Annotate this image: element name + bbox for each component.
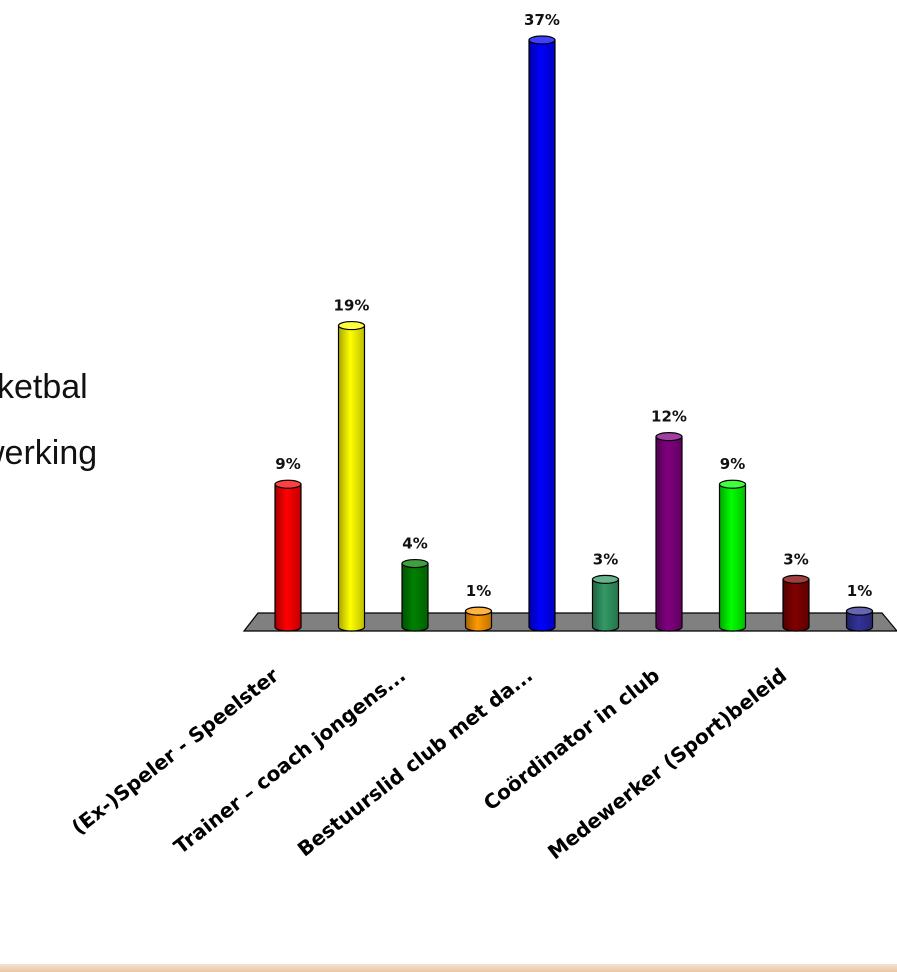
bar-body <box>591 578 620 632</box>
bar-top-cap <box>528 35 556 45</box>
bar-top-cap <box>655 432 683 442</box>
data-label: 9% <box>720 455 745 473</box>
bar-body <box>655 436 683 632</box>
slide-text-fragment: sketbal werking <box>0 0 240 520</box>
bar-body <box>337 324 366 632</box>
data-label: 3% <box>783 550 808 568</box>
bar-body <box>401 562 429 632</box>
data-label: 12% <box>651 408 687 426</box>
bars-group <box>274 35 874 632</box>
data-label: 37% <box>524 11 560 29</box>
data-label: 19% <box>334 297 370 315</box>
slide-bottom-bar <box>0 964 897 972</box>
bar-8 <box>718 479 747 632</box>
bar-top-cap <box>591 574 620 585</box>
data-label: 1% <box>847 582 872 600</box>
bar-5 <box>528 35 556 632</box>
slide-text-line-1: sketbal <box>0 368 88 406</box>
data-label: 1% <box>466 582 491 600</box>
bar-top-cap <box>718 479 747 489</box>
bar-10 <box>845 606 874 632</box>
bar-3 <box>401 558 429 632</box>
bar-body <box>464 610 493 632</box>
x-tick-label: Medewerker (Sport)beleid <box>543 663 791 864</box>
bar-9 <box>782 574 810 632</box>
data-label: 3% <box>593 550 618 568</box>
x-tick-label: Bestuurslid club met da... <box>293 663 537 861</box>
bar-7 <box>655 432 683 632</box>
bar-top-cap <box>464 606 493 616</box>
bar-4 <box>464 606 493 632</box>
data-labels-group: 9% 19% 4% 1% 37% 3% 12% 9% 3% 1% <box>275 11 872 600</box>
bar-top-cap <box>274 479 302 489</box>
bar-6 <box>591 574 620 632</box>
bar-body <box>845 610 874 632</box>
data-label: 4% <box>402 535 427 553</box>
bar-top-cap <box>845 606 874 616</box>
bar-top-cap <box>401 558 429 569</box>
x-tick-label: Trainer – coach jongens... <box>169 663 410 859</box>
bar-top-cap <box>782 574 810 585</box>
bar-body <box>782 578 810 632</box>
slide-text-line-2: werking <box>0 434 98 472</box>
bar-2 <box>337 320 366 632</box>
bar-1 <box>274 479 302 632</box>
bar-body <box>718 483 747 632</box>
bar-body <box>528 39 556 632</box>
bar-body <box>274 483 302 632</box>
x-tick-label: (Ex-)Speler - Speelster <box>67 663 283 839</box>
bar-top-cap <box>337 320 366 331</box>
data-label: 9% <box>275 455 300 473</box>
